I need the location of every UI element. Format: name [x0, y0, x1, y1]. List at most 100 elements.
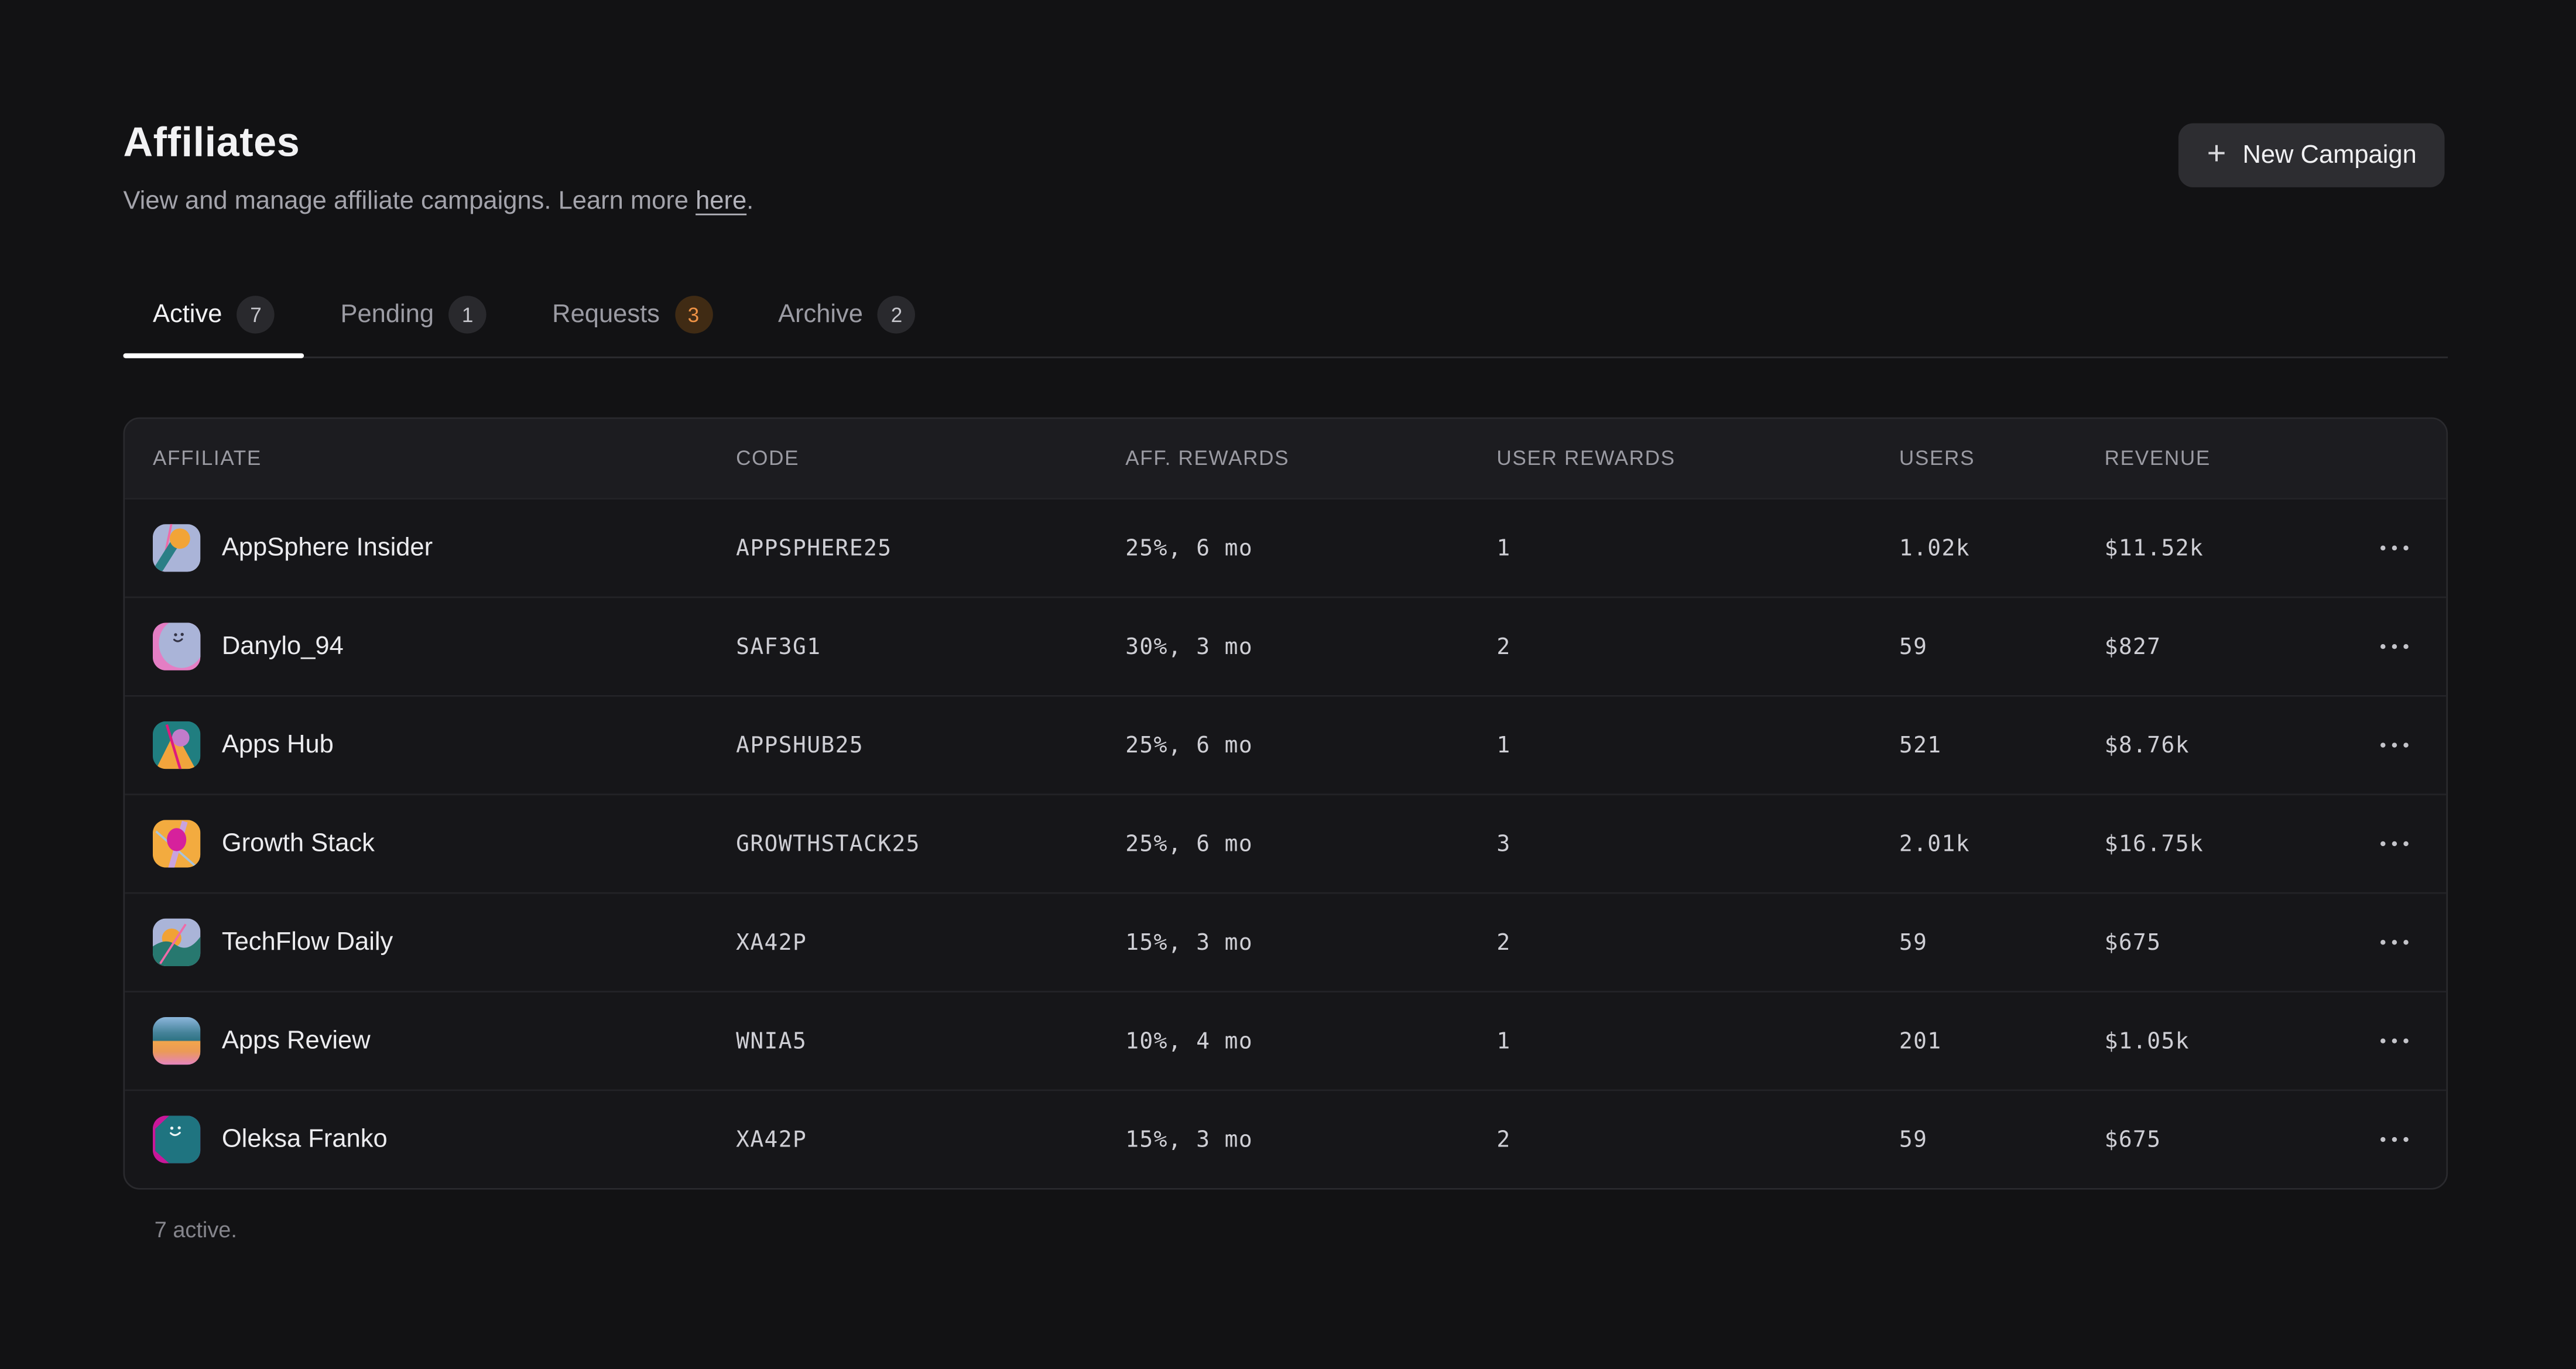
actions-cell	[2351, 537, 2417, 559]
tab-count-badge: 3	[674, 296, 712, 334]
affiliate-name: Apps Hub	[221, 730, 334, 759]
affiliate-name: TechFlow Daily	[221, 928, 393, 956]
affiliate-avatar	[152, 622, 201, 670]
row-menu-button[interactable]	[2372, 1030, 2417, 1052]
row-menu-button[interactable]	[2372, 931, 2417, 953]
revenue-cell: $16.75k	[2104, 830, 2204, 857]
tab-active[interactable]: Active 7	[123, 283, 305, 358]
code-cell: XA42P	[736, 1126, 807, 1153]
actions-cell	[2351, 833, 2417, 855]
affiliate-cell: AppSphere Insider	[152, 524, 736, 572]
row-menu-button[interactable]	[2372, 833, 2417, 855]
page-header: Affiliates View and manage affiliate cam…	[0, 0, 2576, 217]
tab-count-badge: 1	[448, 296, 487, 334]
users-cell: 59	[1899, 929, 1928, 956]
aff-rewards-cell: 15%, 3 mo	[1125, 1126, 1253, 1153]
code-cell: SAF3G1	[736, 633, 821, 660]
table-row[interactable]: Growth Stack GROWTHSTACK25 25%, 6 mo 3 2…	[125, 793, 2447, 892]
aff-rewards-cell: 30%, 3 mo	[1125, 633, 1253, 660]
new-campaign-label: New Campaign	[2242, 140, 2417, 169]
affiliate-cell: TechFlow Daily	[152, 918, 736, 966]
code-cell: APPSPHERE25	[736, 535, 892, 562]
affiliate-avatar	[152, 1115, 201, 1163]
user-rewards-cell: 2	[1496, 1126, 1511, 1153]
code-cell: WNIA5	[736, 1028, 807, 1055]
tab-label: Archive	[777, 300, 864, 328]
tab-archive[interactable]: Archive 2	[748, 283, 945, 357]
revenue-cell: $8.76k	[2104, 732, 2190, 759]
table-row[interactable]: Apps Review WNIA5 10%, 4 mo 1 201 $1.05k	[125, 991, 2447, 1090]
affiliate-avatar	[152, 820, 201, 868]
tab-count-badge: 7	[237, 296, 275, 334]
actions-cell	[2351, 1128, 2417, 1151]
actions-cell	[2351, 1030, 2417, 1052]
subtitle-period: .	[746, 187, 754, 215]
subtitle-text: View and manage affiliate campaigns. Lea…	[123, 187, 696, 215]
table-row[interactable]: TechFlow Daily XA42P 15%, 3 mo 2 59 $675	[125, 892, 2447, 991]
affiliate-name: Oleksa Franko	[221, 1124, 388, 1153]
column-header: USER REWARDS	[1496, 447, 1676, 470]
tab-count-badge: 2	[878, 296, 916, 334]
aff-rewards-cell: 15%, 3 mo	[1125, 929, 1253, 956]
user-rewards-cell: 2	[1496, 633, 1511, 660]
code-cell: XA42P	[736, 929, 807, 956]
user-rewards-cell: 3	[1496, 830, 1511, 857]
row-menu-button[interactable]	[2372, 734, 2417, 757]
actions-cell	[2351, 734, 2417, 757]
tab-label: Requests	[552, 300, 660, 328]
affiliate-cell: Apps Review	[152, 1017, 736, 1065]
user-rewards-cell: 1	[1496, 1028, 1511, 1055]
aff-rewards-cell: 25%, 6 mo	[1125, 535, 1253, 562]
table-footer: 7 active.	[154, 1217, 237, 1243]
tab-pending[interactable]: Pending 1	[311, 283, 516, 357]
affiliate-cell: Danylo_94	[152, 622, 736, 670]
affiliate-name: AppSphere Insider	[221, 533, 433, 562]
table-row[interactable]: AppSphere Insider APPSPHERE25 25%, 6 mo …	[125, 498, 2447, 597]
new-campaign-button[interactable]: + New Campaign	[2178, 123, 2445, 187]
users-cell: 521	[1899, 732, 1942, 759]
user-rewards-cell: 1	[1496, 732, 1511, 759]
column-header: REVENUE	[2104, 447, 2211, 470]
table-row[interactable]: Apps Hub APPSHUB25 25%, 6 mo 1 521 $8.76…	[125, 694, 2447, 794]
learn-more-link[interactable]: here	[696, 187, 747, 215]
row-menu-button[interactable]	[2372, 537, 2417, 559]
affiliate-avatar	[152, 721, 201, 769]
affiliate-avatar	[152, 918, 201, 966]
user-rewards-cell: 2	[1496, 929, 1511, 956]
table-body: AppSphere Insider APPSPHERE25 25%, 6 mo …	[125, 498, 2447, 1188]
aff-rewards-cell: 25%, 6 mo	[1125, 830, 1253, 857]
users-cell: 201	[1899, 1028, 1942, 1055]
code-cell: GROWTHSTACK25	[736, 830, 920, 857]
aff-rewards-cell: 10%, 4 mo	[1125, 1028, 1253, 1055]
row-menu-button[interactable]	[2372, 635, 2417, 658]
users-cell: 59	[1899, 633, 1928, 660]
affiliate-name: Growth Stack	[221, 829, 375, 857]
revenue-cell: $675	[2104, 929, 2161, 956]
revenue-cell: $675	[2104, 1126, 2161, 1153]
actions-cell	[2351, 931, 2417, 953]
affiliate-avatar	[152, 1017, 201, 1065]
tab-label: Pending	[340, 300, 434, 328]
affiliate-cell: Apps Hub	[152, 721, 736, 769]
affiliate-cell: Growth Stack	[152, 820, 736, 868]
column-header: USERS	[1899, 447, 1975, 470]
row-menu-button[interactable]	[2372, 1128, 2417, 1151]
table-header-row: AFFILIATE CODE AFF. REWARDS USER REWARDS USE…	[125, 419, 2447, 498]
affiliate-cell: Oleksa Franko	[152, 1115, 736, 1163]
tab-requests[interactable]: Requests 3	[523, 283, 742, 357]
user-rewards-cell: 1	[1496, 535, 1511, 562]
column-header: AFF. REWARDS	[1125, 447, 1290, 470]
revenue-cell: $11.52k	[2104, 535, 2204, 562]
affiliate-name: Danylo_94	[221, 631, 344, 660]
code-cell: APPSHUB25	[736, 732, 864, 759]
page-header-text: Affiliates View and manage affiliate cam…	[123, 120, 753, 217]
users-cell: 2.01k	[1899, 830, 1970, 857]
page-title: Affiliates	[123, 119, 300, 166]
affiliate-avatar	[152, 524, 201, 572]
actions-cell	[2351, 635, 2417, 658]
table-row[interactable]: Oleksa Franko XA42P 15%, 3 mo 2 59 $675	[125, 1089, 2447, 1188]
table-row[interactable]: Danylo_94 SAF3G1 30%, 3 mo 2 59 $827	[125, 596, 2447, 695]
affiliates-table: AFFILIATE CODE AFF. REWARDS USER REWARDS USE…	[123, 417, 2448, 1190]
tab-label: Active	[152, 300, 222, 328]
